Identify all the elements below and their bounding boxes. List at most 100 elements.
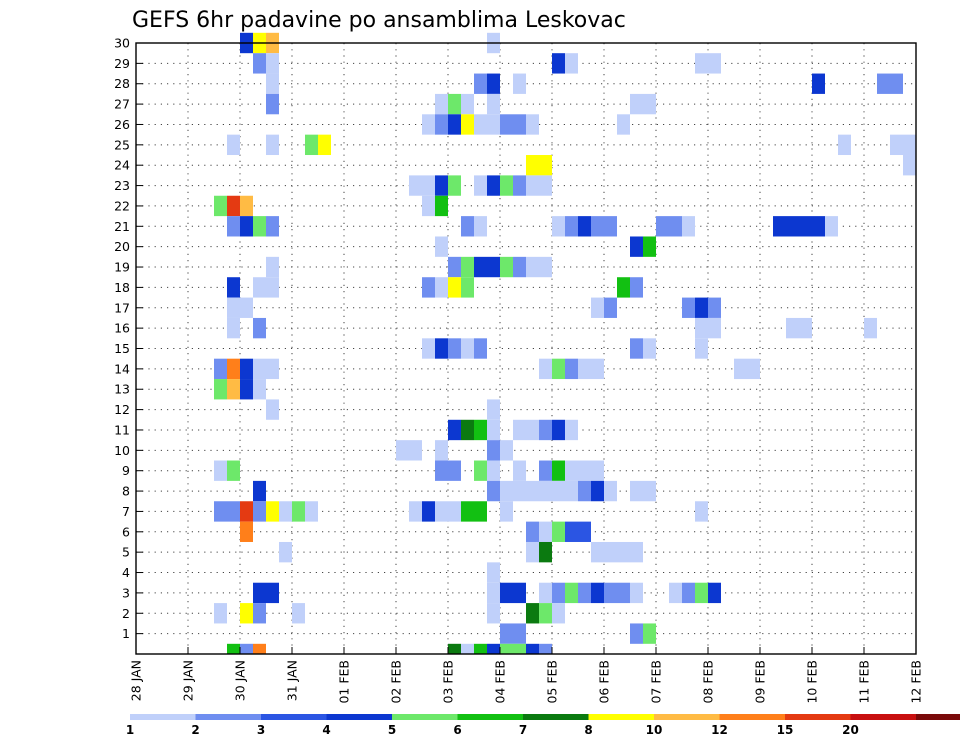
heatmap-cell xyxy=(565,216,578,237)
x-tick-label: 02 FEB xyxy=(389,660,404,704)
heatmap-cell xyxy=(227,379,240,400)
heatmap-cell xyxy=(448,256,461,278)
heatmap-cell xyxy=(617,114,630,135)
heatmap-cell xyxy=(539,480,552,502)
heatmap-cell xyxy=(526,480,539,502)
y-tick-label: 14 xyxy=(114,361,130,376)
heatmap-cell xyxy=(305,134,318,156)
heatmap-cell xyxy=(812,73,825,94)
y-tick-label: 3 xyxy=(122,585,130,600)
y-tick-label: 8 xyxy=(122,484,130,499)
heatmap-cell xyxy=(539,582,552,604)
heatmap-cell xyxy=(318,134,331,156)
heatmap-cell xyxy=(240,501,253,522)
y-tick-label: 27 xyxy=(114,97,130,112)
heatmap-cell xyxy=(552,358,565,380)
heatmap-cell xyxy=(539,358,552,380)
heatmap-cell xyxy=(500,480,513,502)
heatmap-cell xyxy=(435,501,448,522)
heatmap-cell xyxy=(526,419,539,441)
heatmap-cell xyxy=(266,216,279,237)
heatmap-cell xyxy=(461,93,474,115)
colorbar-swatch xyxy=(785,714,851,720)
y-tick-label: 29 xyxy=(114,56,130,71)
x-tick-label: 31 JAN xyxy=(285,660,300,701)
heatmap-cell xyxy=(708,317,721,339)
heatmap-cell xyxy=(539,541,552,563)
heatmap-cell xyxy=(474,114,487,135)
heatmap-cell xyxy=(266,501,279,522)
heatmap-cell xyxy=(604,541,617,563)
heatmap-cell xyxy=(630,541,643,563)
heatmap-cell xyxy=(253,379,266,400)
heatmap-cell xyxy=(617,582,630,604)
heatmap-cell xyxy=(487,603,500,624)
heatmap-cell xyxy=(526,521,539,542)
heatmap-cell xyxy=(214,603,227,624)
heatmap-cell xyxy=(500,643,513,654)
heatmap-cell xyxy=(266,53,279,74)
heatmap-cell xyxy=(695,317,708,339)
heatmap-cell xyxy=(214,358,227,380)
y-tick-label: 6 xyxy=(122,524,130,539)
y-tick-label: 26 xyxy=(114,117,130,132)
colorbar-swatch xyxy=(392,714,458,720)
heatmap-cell xyxy=(500,623,513,644)
heatmap-cell xyxy=(240,195,253,217)
heatmap-cell xyxy=(487,73,500,94)
colorbar-label: 5 xyxy=(388,723,396,737)
heatmap-cell xyxy=(253,358,266,380)
heatmap-cell xyxy=(253,603,266,624)
heatmap-cell xyxy=(435,338,448,359)
heatmap-cell xyxy=(227,358,240,380)
heatmap-cell xyxy=(526,603,539,624)
heatmap-cell xyxy=(487,460,500,481)
colorbar-swatch xyxy=(588,714,655,720)
x-tick-label: 05 FEB xyxy=(545,660,560,704)
heatmap-cell xyxy=(448,419,461,441)
heatmap-cell xyxy=(227,297,240,318)
heatmap-cell xyxy=(214,501,227,522)
heatmap-cell xyxy=(526,175,539,196)
heatmap-cell xyxy=(253,480,266,502)
heatmap-cell xyxy=(435,93,448,115)
heatmap-cell xyxy=(617,541,630,563)
heatmap-cell xyxy=(474,175,487,196)
heatmap-cell xyxy=(461,256,474,278)
heatmap-cell xyxy=(435,195,448,217)
y-tick-label: 28 xyxy=(114,76,130,91)
heatmap-cell xyxy=(578,582,591,604)
heatmap-cell xyxy=(448,501,461,522)
y-tick-label: 17 xyxy=(114,300,130,315)
heatmap-cell xyxy=(825,216,838,237)
heatmap-cell xyxy=(448,114,461,135)
heatmap-cell xyxy=(578,521,591,542)
heatmap-cell xyxy=(630,623,643,644)
heatmap-cell xyxy=(227,216,240,237)
y-tick-label: 21 xyxy=(114,219,130,234)
heatmap-cell xyxy=(565,358,578,380)
y-tick-label: 23 xyxy=(114,178,130,193)
heatmap-cell xyxy=(656,216,669,237)
colorbar-label: 6 xyxy=(453,723,461,737)
heatmap-cell xyxy=(604,582,617,604)
heatmap-cell xyxy=(812,216,825,237)
heatmap-cell xyxy=(227,195,240,217)
heatmap-cell xyxy=(591,541,604,563)
heatmap-cell xyxy=(461,643,474,654)
heatmap-cell xyxy=(474,419,487,441)
heatmap-cell xyxy=(227,501,240,522)
heatmap-cell xyxy=(565,53,578,74)
heatmap-cell xyxy=(513,480,526,502)
x-tick-label: 06 FEB xyxy=(597,660,612,704)
heatmap-cell xyxy=(253,317,266,339)
y-tick-label: 13 xyxy=(114,382,130,397)
heatmap-cell xyxy=(591,480,604,502)
heatmap-cell xyxy=(630,277,643,298)
heatmap-cell xyxy=(227,277,240,298)
heatmap-cell xyxy=(604,480,617,502)
colorbar-swatch xyxy=(195,714,262,720)
heatmap-cell xyxy=(487,114,500,135)
x-tick-label: 04 FEB xyxy=(493,660,508,704)
heatmap-cell xyxy=(240,379,253,400)
